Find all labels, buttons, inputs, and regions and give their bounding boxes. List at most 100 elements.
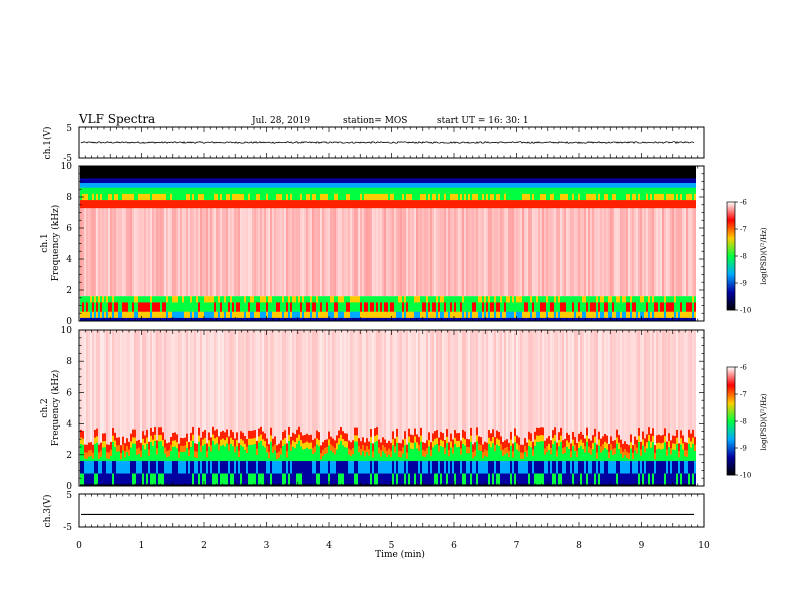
spectrogram-cell [312, 447, 314, 455]
spectrogram-cell [424, 178, 426, 184]
spectrogram-cell [576, 183, 578, 188]
spectrogram-cell [414, 166, 416, 179]
spectrogram-cell [266, 200, 268, 209]
spectrogram-cell [318, 432, 320, 441]
spectrogram-cell [422, 207, 424, 297]
spectrogram-cell [590, 200, 592, 209]
spectrogram-cell [150, 317, 152, 322]
spectrogram-cell [276, 484, 278, 487]
spectrogram-cell [146, 311, 148, 319]
spectrogram-cell [222, 311, 224, 319]
spectrogram-cell [386, 187, 388, 195]
spectrogram-cell [282, 296, 284, 303]
spectrogram-cell [112, 187, 114, 195]
spectrogram-cell [380, 450, 382, 457]
spectrogram-cell [508, 200, 510, 209]
spectrogram-cell [662, 193, 664, 201]
spectrogram-cell [88, 187, 90, 195]
spectrogram-cell [80, 200, 82, 209]
spectrogram-cell [526, 183, 528, 188]
spectrogram-cell [262, 330, 264, 432]
spectrogram-cell [118, 302, 120, 312]
spectrogram-cell [514, 296, 516, 303]
spectrogram-cell [578, 296, 580, 303]
spectrogram-cell [360, 296, 362, 303]
spectrogram-cell [88, 296, 90, 303]
spectrogram-cell [404, 187, 406, 195]
spectrogram-cell [308, 311, 310, 319]
spectrogram-cell [292, 207, 294, 297]
spectrogram-cell [580, 166, 582, 179]
spectrogram-cell [348, 317, 350, 322]
spectrogram-cell [600, 187, 602, 195]
spectrogram-cell [220, 330, 222, 432]
spectrogram-cell [148, 193, 150, 201]
spectrogram-cell [430, 200, 432, 209]
spectrogram-cell [116, 451, 118, 462]
spectrogram-cell [358, 193, 360, 201]
spectrogram-cell [414, 311, 416, 319]
spectrogram-cell [144, 302, 146, 312]
spectrogram-cell [320, 459, 322, 462]
spectrogram-cell [412, 200, 414, 209]
spectrogram-cell [658, 187, 660, 195]
spectrogram-cell [166, 166, 168, 179]
spectrogram-cell [628, 178, 630, 184]
spectrogram-cell [200, 183, 202, 188]
spectrogram-cell [294, 330, 296, 435]
spectrogram-cell [382, 484, 384, 487]
spectrogram-cell [306, 433, 308, 442]
spectrogram-cell [112, 311, 114, 319]
spectrogram-cell [686, 207, 688, 297]
spectrogram-cell [526, 166, 528, 179]
spectrogram-cell [666, 178, 668, 184]
spectrogram-cell [184, 200, 186, 209]
spectrogram-cell [548, 166, 550, 179]
spectrogram-cell [256, 200, 258, 209]
spectrogram-cell [602, 187, 604, 195]
spectrogram-cell [216, 207, 218, 297]
spectrogram-cell [420, 200, 422, 209]
spectrogram-cell [640, 317, 642, 322]
spectrogram-cell [308, 187, 310, 195]
spectrogram-cell [264, 296, 266, 303]
spectrogram-cell [342, 166, 344, 179]
spectrogram-cell [182, 302, 184, 312]
spectrogram-cell [262, 187, 264, 195]
spectrogram-cell [282, 207, 284, 297]
spectrogram-cell [216, 183, 218, 188]
spectrogram-cell [186, 473, 188, 485]
spectrogram-cell [276, 311, 278, 319]
spectrogram-cell [636, 183, 638, 188]
spectrogram-cell [110, 330, 112, 442]
spectrogram-cell [398, 456, 400, 462]
spectrogram-cell [182, 484, 184, 487]
spectrogram-cell [354, 178, 356, 184]
spectrogram-cell [162, 200, 164, 209]
spectrogram-cell [174, 473, 176, 485]
spectrogram-cell [590, 166, 592, 179]
spectrogram-cell [214, 461, 216, 474]
spectrogram-cell [482, 183, 484, 188]
spectrogram-cell [606, 187, 608, 195]
spectrogram-cell [168, 311, 170, 319]
spectrogram-cell [436, 166, 438, 179]
spectrogram-cell [116, 311, 118, 319]
spectrogram-cell [304, 302, 306, 312]
spectrogram-cell [162, 302, 164, 312]
spectrogram-cell [392, 296, 394, 303]
spectrogram-cell [348, 484, 350, 487]
spectrogram-cell [548, 187, 550, 195]
spectrogram-cell [438, 296, 440, 303]
spectrogram-cell [454, 183, 456, 188]
spectrogram-cell [466, 302, 468, 312]
spectrogram-cell [122, 444, 124, 452]
spectrogram-cell [362, 451, 364, 462]
spectrogram-cell [144, 166, 146, 179]
spectrogram-cell [192, 296, 194, 303]
spectrogram-cell [532, 166, 534, 179]
spectrogram-cell [652, 166, 654, 179]
spectrogram-cell [266, 296, 268, 303]
spectrogram-cell [218, 444, 220, 451]
spectrogram-cell [396, 317, 398, 322]
